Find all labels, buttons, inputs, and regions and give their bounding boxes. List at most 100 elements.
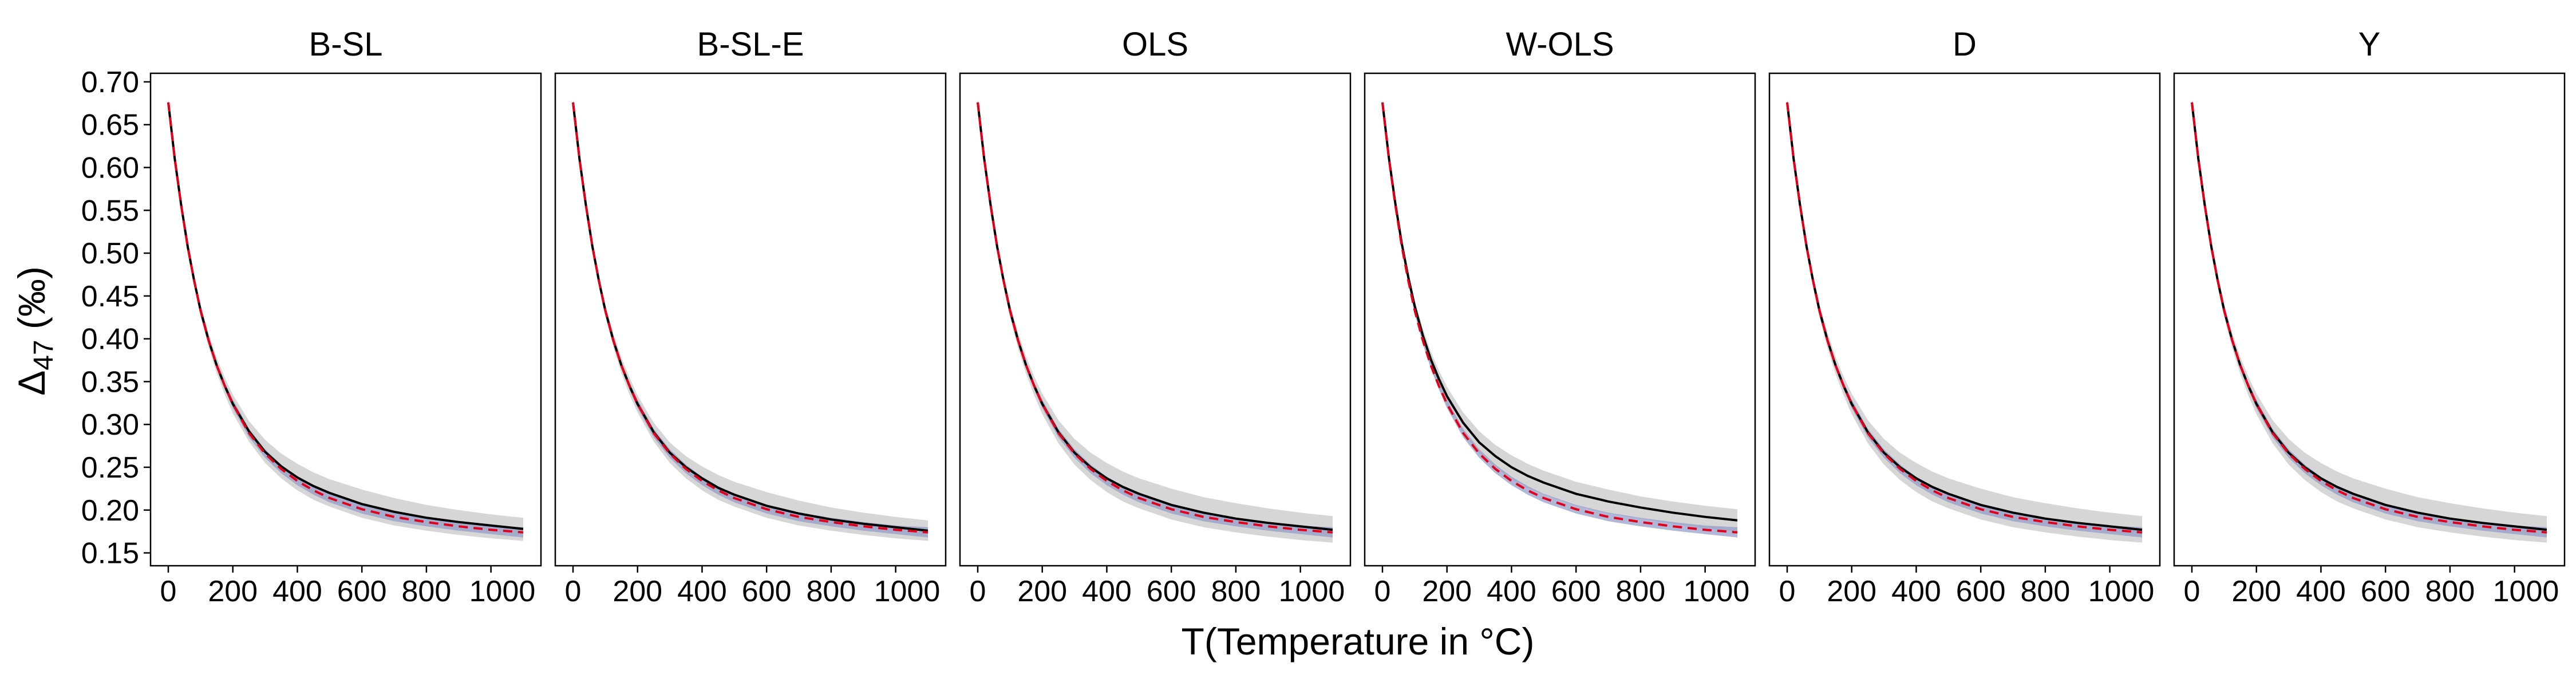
x-tick-label: 0	[2184, 575, 2200, 608]
x-tick-label: 1000	[1684, 575, 1750, 608]
panel-border	[1364, 72, 1756, 567]
gray-interval-band	[978, 98, 1333, 543]
panel-title: D	[1953, 26, 1977, 63]
x-tick-label: 1000	[2493, 575, 2559, 608]
panel-plot-area	[167, 100, 524, 541]
reference-dashed-line	[572, 102, 929, 534]
y-tick-label: 0.55	[81, 194, 139, 227]
y-axis-title-subscript: 47	[29, 340, 59, 370]
fitted-line	[1786, 102, 2143, 531]
x-tick-label: 600	[1551, 575, 1601, 608]
y-tick-label: 0.30	[81, 408, 139, 441]
blue-interval-band	[168, 100, 523, 538]
x-tick-label: 800	[807, 575, 856, 608]
x-tick-label: 200	[1827, 575, 1876, 608]
y-tick-label: 0.45	[81, 280, 139, 313]
panel-border	[149, 72, 542, 567]
y-tick-label: 0.20	[81, 494, 139, 527]
gray-interval-band	[168, 100, 523, 541]
y-tick-label: 0.65	[81, 109, 139, 142]
gray-interval-band	[1787, 98, 2142, 543]
x-tick-label: 0	[565, 575, 582, 608]
x-tick-label: 400	[677, 575, 727, 608]
panel-plot-area	[1786, 98, 2143, 543]
x-tick-label: 1000	[874, 575, 941, 608]
x-tick-label: 0	[1779, 575, 1796, 608]
x-tick-label: 800	[2021, 575, 2071, 608]
x-tick-label: 800	[1211, 575, 1261, 608]
panel-title: Y	[2358, 26, 2381, 63]
panel-border	[1768, 72, 2161, 567]
x-tick-label: 1000	[2088, 575, 2155, 608]
fitted-line	[2191, 102, 2547, 531]
panel-plot-area	[572, 100, 929, 541]
y-axis-title: Δ47 (‰)	[10, 266, 59, 396]
y-tick-label: 0.40	[81, 323, 139, 356]
reference-dashed-line	[1786, 102, 2143, 534]
x-tick-label: 200	[2231, 575, 2281, 608]
y-tick-label: 0.70	[81, 66, 139, 99]
gray-interval-band	[573, 100, 928, 541]
y-tick-label: 0.15	[81, 537, 139, 570]
x-tick-label: 200	[613, 575, 662, 608]
x-tick-label: 400	[1891, 575, 1941, 608]
fitted-line	[167, 102, 524, 530]
blue-interval-band	[1382, 100, 1737, 538]
x-tick-label: 600	[1147, 575, 1196, 608]
panel-border	[2173, 72, 2566, 567]
y-tick-label: 0.50	[81, 237, 139, 270]
x-axis-title: T(Temperature in °C)	[1182, 620, 1535, 663]
panel-2: B-SL-E 0 200 400 600 800 1000	[554, 26, 947, 608]
reference-dashed-line	[977, 102, 1333, 534]
y-axis-title-unit: (‰)	[10, 266, 53, 340]
panel-6: Y 0 200 400 600 800 1000	[2173, 26, 2566, 608]
gray-interval-band	[2192, 98, 2547, 543]
panel-5: D 0 200 400 600 800 1000	[1768, 26, 2161, 608]
panel-border	[959, 72, 1352, 567]
fitted-line	[977, 102, 1333, 531]
fitted-line	[572, 102, 929, 532]
x-tick-label: 600	[2361, 575, 2411, 608]
panel-title: OLS	[1122, 26, 1188, 63]
panel-plot-area	[2191, 98, 2547, 543]
x-tick-label: 1000	[469, 575, 536, 608]
x-tick-label: 400	[272, 575, 322, 608]
x-tick-label: 200	[1422, 575, 1472, 608]
reference-dashed-line	[2191, 102, 2547, 534]
x-tick-label: 400	[2296, 575, 2346, 608]
panel-4: W-OLS 0 200 400 600 800 1000	[1364, 26, 1756, 608]
x-tick-label: 200	[1017, 575, 1067, 608]
panel-1: B-SL 0 200 400 600 800 1000 0.15 0.20 0.25 0.30 0.3…	[81, 26, 542, 608]
blue-interval-band	[978, 100, 1333, 538]
panel-title: B-SL-E	[697, 26, 804, 63]
blue-interval-band	[573, 100, 928, 538]
panel-border	[554, 72, 947, 567]
x-tick-label: 200	[208, 575, 258, 608]
x-tick-label: 600	[742, 575, 792, 608]
blue-interval-band	[2192, 100, 2547, 538]
y-tick-label: 0.60	[81, 152, 139, 185]
gray-interval-band	[1382, 100, 1737, 532]
blue-interval-band	[1787, 100, 2142, 538]
x-tick-label: 0	[1374, 575, 1391, 608]
panel-title: B-SL	[309, 26, 383, 63]
x-tick-label: 800	[1616, 575, 1666, 608]
x-tick-label: 600	[1956, 575, 2006, 608]
y-tick-label: 0.35	[81, 365, 139, 399]
panel-3: OLS 0 200 400 600 800 1000	[959, 26, 1352, 608]
x-tick-label: 400	[1082, 575, 1132, 608]
y-axis-title-main: Δ	[10, 370, 53, 396]
y-tick-label: 0.25	[81, 451, 139, 484]
panel-title: W-OLS	[1506, 26, 1614, 63]
x-tick-label: 0	[970, 575, 986, 608]
x-tick-label: 800	[2425, 575, 2475, 608]
x-tick-label: 800	[402, 575, 452, 608]
x-tick-label: 400	[1487, 575, 1536, 608]
fitted-line	[1381, 102, 1738, 522]
x-tick-label: 600	[337, 575, 387, 608]
reference-dashed-line	[1381, 102, 1738, 534]
x-tick-label: 0	[160, 575, 177, 608]
panel-plot-area	[1381, 100, 1738, 538]
